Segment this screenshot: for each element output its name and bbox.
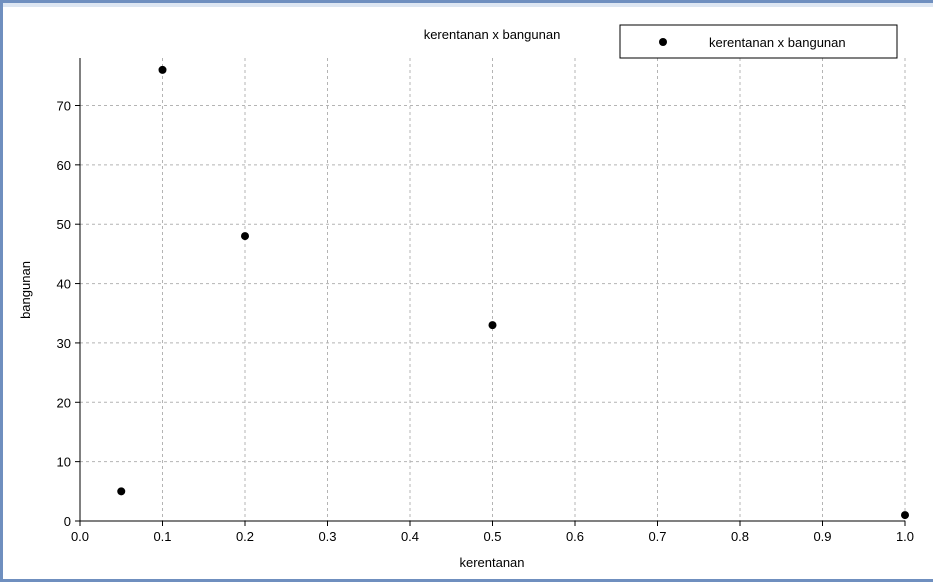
legend-marker — [659, 38, 667, 46]
x-tick-label: 0.9 — [813, 529, 831, 544]
window-top-edge — [3, 3, 933, 7]
y-axis-label: bangunan — [18, 261, 33, 319]
x-axis-label: kerentanan — [459, 555, 524, 570]
data-point — [241, 232, 249, 241]
data-points — [117, 65, 909, 520]
x-tick-label: 0.4 — [401, 529, 419, 544]
y-tick-label: 10 — [57, 455, 71, 470]
y-tick-label: 30 — [57, 336, 71, 351]
x-tick-label: 0.0 — [71, 529, 89, 544]
grid — [80, 58, 906, 521]
y-tick-label: 50 — [57, 217, 71, 232]
x-tick-label: 0.6 — [566, 529, 584, 544]
data-point — [117, 487, 126, 496]
y-tick-label: 60 — [57, 158, 71, 173]
axes — [79, 58, 905, 522]
y-tick-label: 40 — [57, 277, 71, 292]
x-ticks: 0.0 0.1 0.2 0.3 0.4 0.5 0.6 0.7 0.8 0.9 1.0 — [71, 521, 914, 544]
x-tick-label: 0.5 — [483, 529, 501, 544]
data-point — [901, 511, 909, 520]
x-tick-label: 0.3 — [318, 529, 336, 544]
data-point — [488, 321, 497, 330]
legend: kerentanan x bangunan — [619, 24, 898, 59]
chart-title: kerentanan x bangunan — [424, 27, 561, 42]
x-tick-label: 0.1 — [153, 529, 171, 544]
data-point — [158, 65, 167, 74]
x-tick-label: 0.7 — [648, 529, 666, 544]
x-tick-label: 0.2 — [236, 529, 254, 544]
y-tick-label: 70 — [57, 98, 71, 113]
legend-label: kerentanan x bangunan — [709, 35, 846, 50]
y-tick-label: 20 — [57, 395, 71, 410]
x-tick-label: 1.0 — [896, 529, 914, 544]
x-tick-label: 0.8 — [731, 529, 749, 544]
y-ticks: 0 10 20 30 40 50 60 70 — [57, 98, 80, 529]
y-tick-label: 0 — [64, 514, 71, 529]
